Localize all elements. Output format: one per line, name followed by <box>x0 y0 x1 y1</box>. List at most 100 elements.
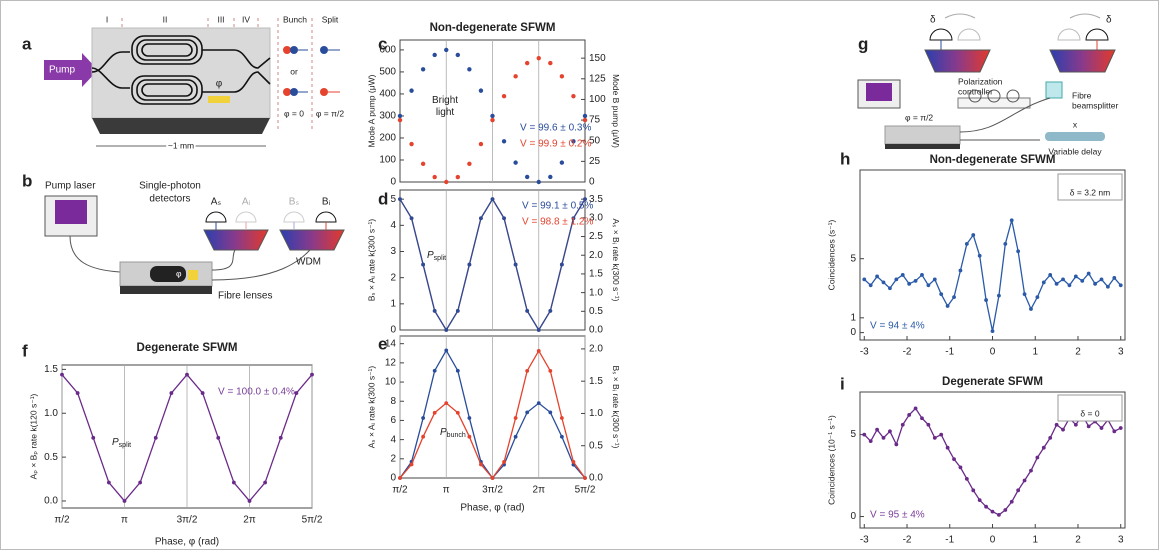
data-point <box>868 283 873 288</box>
chip <box>884 125 961 145</box>
annotation: V = 99.9 ± 0.2% <box>520 139 591 150</box>
data-point <box>536 348 541 353</box>
data-point <box>900 422 905 427</box>
y-tick-label: 0.5 <box>44 452 58 463</box>
data-point <box>913 406 918 411</box>
data-point <box>900 273 905 277</box>
chip-side <box>885 144 960 149</box>
wdm-label: WDM <box>296 257 321 268</box>
data-point <box>216 435 221 440</box>
y-tick-label: 0 <box>850 327 856 338</box>
annotation: V = 98.8 ± 1.2% <box>522 217 593 228</box>
section-label: IV <box>242 14 250 24</box>
data-point <box>421 416 426 420</box>
y-tick-label: 1 <box>850 312 856 323</box>
data-point <box>444 47 449 53</box>
y2-tick-label: 1.0 <box>589 287 603 298</box>
data-point <box>958 268 963 273</box>
data-point <box>964 242 969 246</box>
data-point <box>926 283 931 288</box>
detector-name: Aₛ <box>211 197 222 208</box>
data-point <box>1112 276 1117 280</box>
data-point <box>926 422 931 427</box>
inset-box <box>1057 173 1123 201</box>
controller <box>957 97 1031 109</box>
data-point <box>478 88 484 93</box>
wdm <box>924 49 991 73</box>
data-point <box>997 293 1001 298</box>
data-point <box>420 67 426 72</box>
data-point <box>1112 429 1117 434</box>
y2-tick-label: 75 <box>589 115 601 126</box>
data-point <box>1106 284 1110 289</box>
panel-letter: c <box>378 34 387 53</box>
y-tick-label: 1.0 <box>44 408 58 419</box>
y-tick-label: 12 <box>385 358 397 369</box>
data-point <box>409 462 414 467</box>
data-point <box>964 476 969 481</box>
wdm <box>1049 49 1116 73</box>
data-point <box>559 262 564 267</box>
y2-tick-label: 1.0 <box>589 408 603 419</box>
y-tick-label: 600 <box>379 45 396 56</box>
y2-tick-label: 2.0 <box>589 250 603 261</box>
data-point <box>894 442 899 447</box>
data-point <box>1061 277 1065 282</box>
data-point <box>122 499 127 503</box>
data-point <box>1086 271 1091 276</box>
data-point <box>1048 435 1053 440</box>
data-point <box>1009 499 1014 504</box>
y2-tick-label: 125 <box>589 73 606 84</box>
data-point <box>420 161 426 167</box>
y2-tick-label: 3.5 <box>589 194 603 205</box>
data-point <box>984 504 988 509</box>
data-point <box>490 197 495 202</box>
y-tick-label: 0 <box>390 325 396 336</box>
x-tick-label: 2π <box>243 515 256 526</box>
x-tick-label: -3 <box>860 535 869 546</box>
phase-label: φ <box>176 268 182 278</box>
data-point <box>524 174 530 180</box>
data-point <box>1029 307 1033 311</box>
panel-letter: a <box>22 34 32 53</box>
data-point <box>888 429 892 434</box>
x-tick-label: π <box>121 515 128 526</box>
data-point <box>932 435 937 440</box>
detector-label: detectors <box>149 194 190 205</box>
data-point <box>421 434 426 439</box>
data-point <box>455 410 460 415</box>
y2-tick-label: 2.5 <box>589 231 603 242</box>
data-point <box>875 274 879 279</box>
data-point <box>525 410 530 415</box>
data-point <box>398 197 402 202</box>
annotation-line: Bright <box>432 95 458 106</box>
wdm <box>203 229 269 251</box>
y-tick-label: 0 <box>850 511 856 522</box>
pump-arrow <box>44 53 98 87</box>
x-tick-label: 1 <box>1032 535 1038 546</box>
chart-title: Non-degenerate SFWM <box>930 154 1056 166</box>
x-tick-label: 1 <box>1032 347 1038 358</box>
x-tick-label: π <box>443 485 450 496</box>
data-point <box>888 286 892 291</box>
y-tick-label: 500 <box>379 67 396 78</box>
data-point <box>490 476 495 480</box>
data-point <box>444 179 449 185</box>
x-tick-label: -2 <box>903 535 912 546</box>
data-point <box>169 391 174 395</box>
x-tick-label: 3π/2 <box>482 485 503 496</box>
phase-label: φ = π/2 <box>905 112 933 122</box>
y2-tick-label: 25 <box>589 156 601 167</box>
detectors <box>929 13 1109 50</box>
data-point <box>444 348 449 353</box>
y-tick-label: 5 <box>850 253 856 264</box>
data-point <box>501 93 507 99</box>
y-tick-label: 4 <box>390 220 396 231</box>
data-point <box>479 216 483 221</box>
data-point <box>432 410 437 415</box>
section-dividers <box>121 18 259 28</box>
data-point <box>952 295 956 300</box>
y-tick-label: 1 <box>390 298 396 309</box>
annotation: δ = 3.2 nm <box>1070 187 1110 197</box>
data-point <box>945 304 950 308</box>
